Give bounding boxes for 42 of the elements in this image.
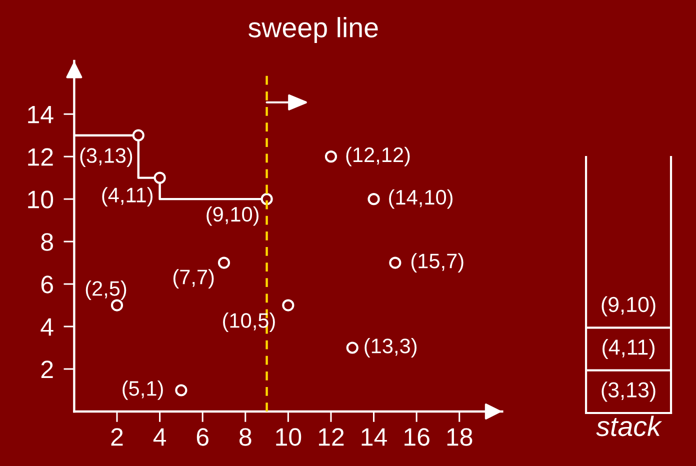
y-tick-label: 6: [41, 276, 53, 294]
annotation: (2,5): [86, 280, 126, 300]
point: [154, 172, 166, 184]
y-tick-label: 2: [41, 360, 53, 378]
y-tick-label: 8: [41, 233, 53, 251]
x-tick-label: 14: [362, 428, 387, 446]
x-tick-label: 2: [111, 428, 123, 446]
point: [324, 150, 338, 163]
point: [218, 256, 230, 269]
y-tick-label: 4: [40, 318, 54, 336]
text: (4,11): [602, 338, 655, 360]
x-tick-label: 12: [318, 428, 344, 446]
point: [132, 129, 144, 142]
x-tick-label: 10: [276, 428, 302, 446]
point: [282, 299, 294, 312]
x-tick-label: 18: [447, 428, 472, 446]
point: [110, 299, 124, 312]
point: [368, 193, 380, 206]
annotation: (7,7): [173, 269, 214, 288]
text: stack: [596, 416, 662, 436]
x-tick-label: 8: [240, 428, 252, 446]
y-tick-label: 14: [28, 106, 54, 124]
y-tick-label: 10: [28, 190, 54, 208]
ref-line-label: sweep line: [248, 17, 378, 43]
y-tick-label: 12: [28, 148, 53, 166]
annotation: (14,10): [389, 189, 452, 209]
x-tick-label: 6: [196, 428, 208, 446]
annotation: (15,7): [411, 253, 464, 272]
x-tick-label: 16: [404, 428, 430, 446]
annotation: (13,3): [364, 338, 417, 358]
point: [389, 256, 402, 269]
annotation: (5,1): [122, 380, 163, 400]
point: [346, 342, 358, 354]
x-tick-label: 4: [153, 428, 166, 446]
annotation: (3,13): [80, 148, 132, 168]
point: [175, 384, 188, 396]
annotation: (4,11): [102, 187, 152, 207]
text: (3,13): [602, 382, 656, 402]
annotation: (9,10): [206, 206, 258, 226]
annotation: (12,12): [346, 146, 410, 166]
text: (9,10): [602, 296, 656, 316]
annotation: (10,5): [223, 312, 275, 332]
